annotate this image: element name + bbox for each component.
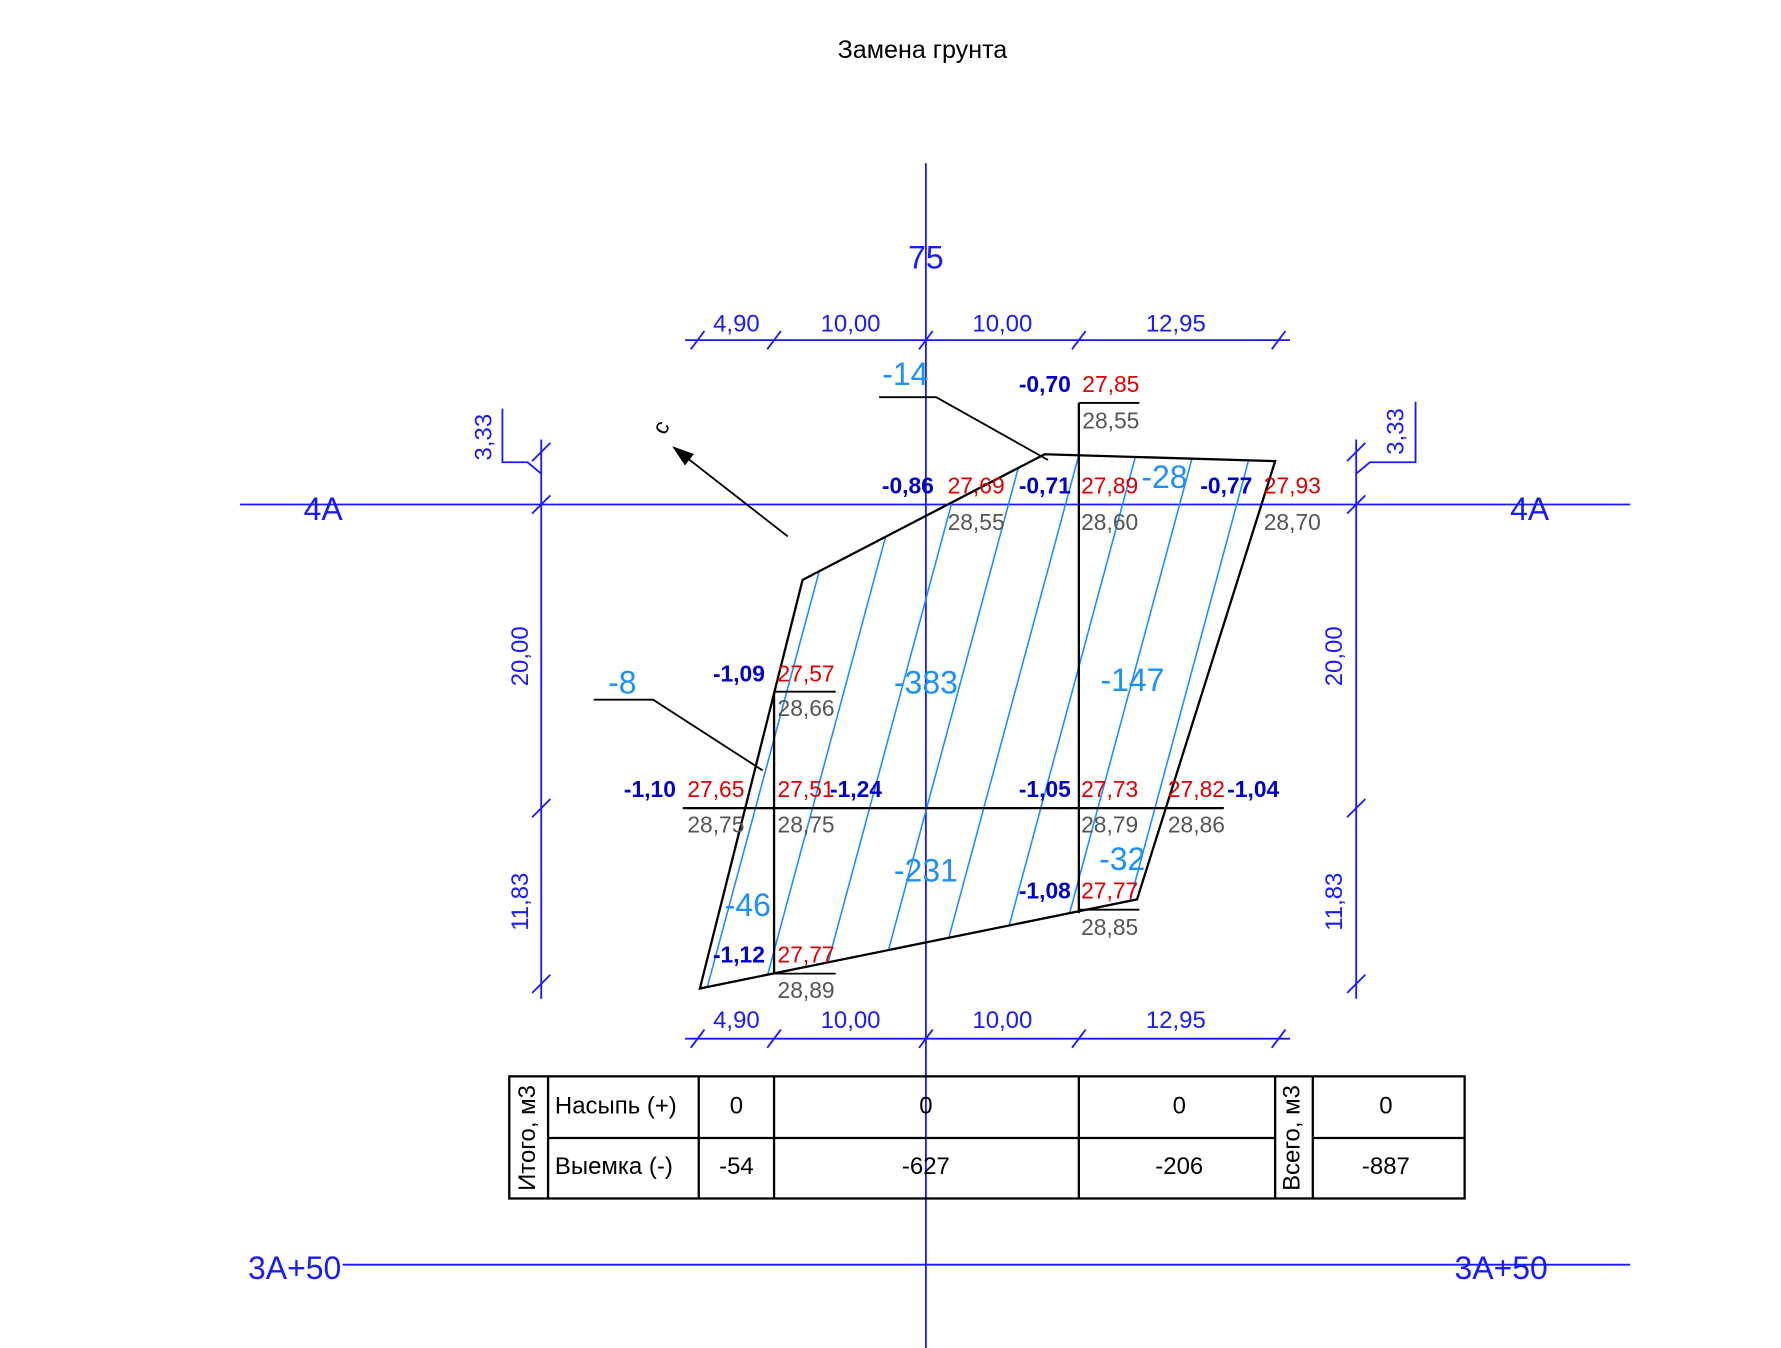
existing-mark: 28,55 bbox=[1082, 407, 1139, 433]
existing-mark: 28,60 bbox=[1081, 509, 1138, 535]
existing-mark: 28,86 bbox=[1168, 811, 1225, 837]
volume: -383 bbox=[894, 664, 958, 700]
axes bbox=[239, 163, 1631, 1348]
axis-label: 75 bbox=[908, 240, 944, 276]
points: -0,70 27,85 28,55 -0,86 27,69 28,55 -0,71 27,89… bbox=[624, 371, 1321, 1003]
existing-mark: 28,79 bbox=[1081, 811, 1138, 837]
design-mark: 27,85 bbox=[1082, 371, 1139, 397]
volume: -28 bbox=[1141, 459, 1187, 495]
work-mark: -1,05 bbox=[1019, 776, 1071, 802]
cell: -54 bbox=[719, 1153, 754, 1180]
cell: -206 bbox=[1155, 1153, 1203, 1180]
design-mark: 27,65 bbox=[687, 776, 744, 802]
dimension: 10,00 bbox=[972, 311, 1032, 338]
volume: -8 bbox=[608, 664, 636, 700]
work-mark: -0,71 bbox=[1019, 472, 1071, 498]
cell: 0 bbox=[919, 1092, 932, 1119]
design-mark: 27,77 bbox=[778, 942, 835, 968]
work-mark: -1,12 bbox=[713, 942, 765, 968]
existing-mark: 28,85 bbox=[1081, 914, 1138, 940]
total-cell: -887 bbox=[1362, 1153, 1410, 1180]
existing-mark: 28,55 bbox=[948, 509, 1005, 535]
existing-mark: 28,66 bbox=[778, 695, 835, 721]
volume: -46 bbox=[725, 887, 771, 923]
dimension: 3,33 bbox=[471, 414, 498, 461]
axis-label: 4A bbox=[304, 491, 344, 527]
north-label: с bbox=[646, 416, 674, 439]
volume: -147 bbox=[1101, 662, 1165, 698]
work-mark: -0,77 bbox=[1200, 472, 1252, 498]
cell: 0 bbox=[730, 1092, 743, 1119]
design-mark: 27,69 bbox=[948, 472, 1005, 498]
dimension: 12,95 bbox=[1146, 1007, 1206, 1034]
existing-mark: 28,75 bbox=[687, 811, 744, 837]
dimension: 4,90 bbox=[713, 311, 760, 338]
design-mark: 27,73 bbox=[1081, 776, 1138, 802]
axis-label: 3A+50 bbox=[1455, 1250, 1548, 1286]
design-mark: 27,93 bbox=[1264, 472, 1321, 498]
cell: 0 bbox=[1173, 1092, 1186, 1119]
dimension: 11,83 bbox=[1321, 873, 1348, 931]
title: Замена грунта bbox=[838, 36, 1008, 64]
dimension: 10,00 bbox=[972, 1007, 1032, 1034]
design-mark: 27,82 bbox=[1168, 776, 1225, 802]
table-label: Всего, м3 bbox=[1279, 1085, 1306, 1191]
dimension: 12,95 bbox=[1146, 311, 1206, 338]
work-mark: -1,04 bbox=[1227, 776, 1279, 802]
volume: -231 bbox=[894, 853, 958, 889]
total-cell: 0 bbox=[1379, 1092, 1392, 1119]
existing-mark: 28,89 bbox=[778, 977, 835, 1003]
axis-label: 3A+50 bbox=[248, 1250, 341, 1286]
table-grid bbox=[508, 1075, 1466, 1200]
dimension: 4,90 bbox=[713, 1007, 760, 1034]
work-mark: -1,09 bbox=[713, 661, 765, 687]
design-mark: 27,89 bbox=[1081, 472, 1138, 498]
axis-label: 4A bbox=[1510, 491, 1550, 527]
existing-mark: 28,75 bbox=[778, 811, 835, 837]
dimension-lines bbox=[501, 330, 1417, 1049]
dimension: 20,00 bbox=[1321, 626, 1348, 686]
dimension: 10,00 bbox=[821, 311, 881, 338]
dimension: 20,00 bbox=[507, 626, 534, 686]
work-mark: -0,70 bbox=[1019, 371, 1071, 397]
volume: -32 bbox=[1099, 841, 1145, 877]
work-mark: -1,24 bbox=[830, 776, 882, 802]
row-label: Насыпь (+) bbox=[555, 1092, 677, 1119]
dimension: 11,83 bbox=[507, 873, 534, 931]
cell: -627 bbox=[902, 1153, 950, 1180]
work-mark: -0,86 bbox=[882, 472, 934, 498]
design-mark: 27,51 bbox=[778, 776, 835, 802]
volume: -14 bbox=[882, 356, 928, 392]
work-mark: -1,10 bbox=[624, 776, 676, 802]
existing-mark: 28,70 bbox=[1264, 509, 1321, 535]
row-label: Выемка (-) bbox=[555, 1153, 673, 1180]
dimension: 10,00 bbox=[821, 1007, 881, 1034]
design-mark: 27,57 bbox=[778, 661, 835, 687]
design-mark: 27,77 bbox=[1081, 878, 1138, 904]
outline bbox=[593, 396, 1277, 990]
table-label: Итого, м3 bbox=[514, 1085, 541, 1191]
dimension: 3,33 bbox=[1383, 408, 1410, 455]
work-mark: -1,08 bbox=[1019, 878, 1071, 904]
table-cells: Насыпь (+) 0 0 0 0 Выемка (-) -54 -627 -206 -887 bbox=[555, 1092, 1410, 1179]
